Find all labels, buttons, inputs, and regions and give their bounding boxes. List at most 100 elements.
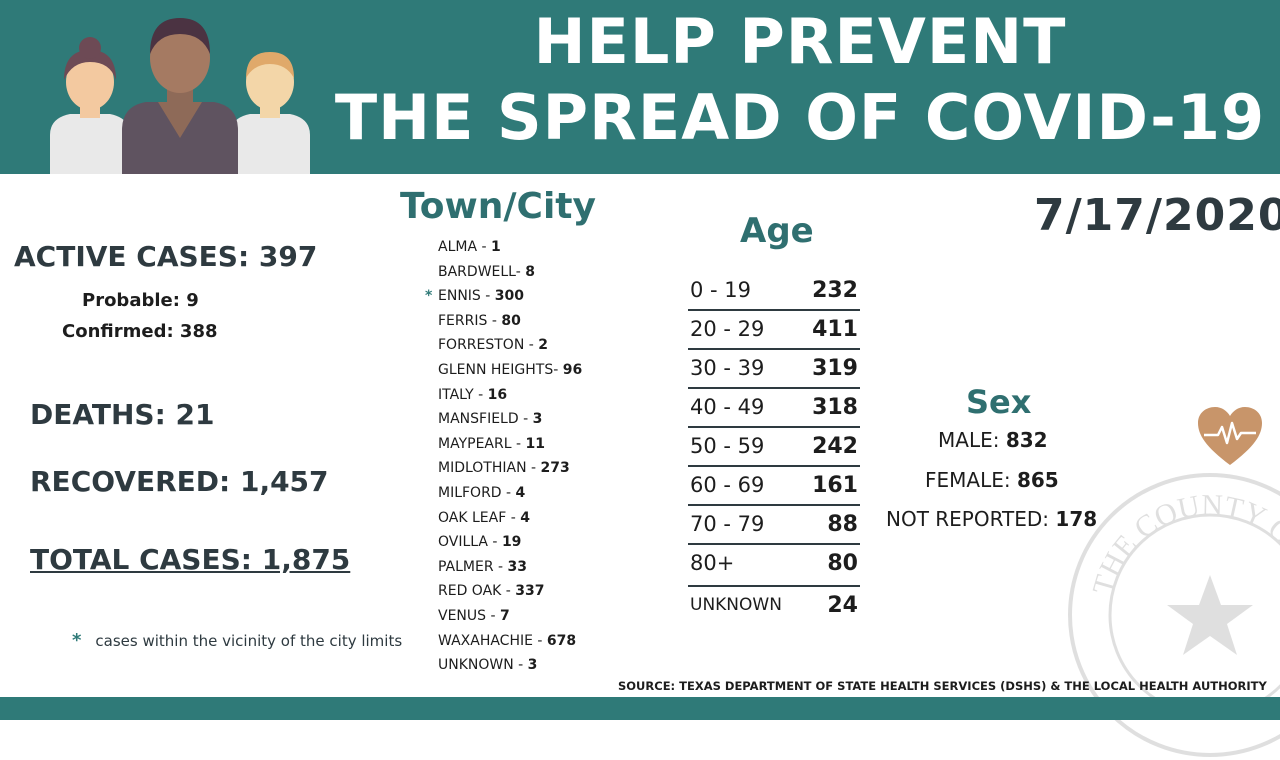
town-name: OAK LEAF - [438, 509, 521, 526]
town-list-item: MANSFIELD - 3 [438, 407, 582, 432]
town-name: OVILLA - [438, 534, 502, 551]
sex-male: MALE: 832 [938, 428, 1048, 452]
confirmed-cases: Confirmed: 388 [62, 321, 218, 342]
svg-text:THE COUNTY OF: THE COUNTY OF [1086, 489, 1280, 598]
town-count: 33 [507, 558, 528, 575]
town-list-item: MILFORD - 4 [438, 481, 582, 506]
town-count: 300 [494, 288, 524, 305]
town-list: ALMA - 1 BARDWELL- 8 * ENNIS - 300 FERRIS - … [425, 235, 582, 678]
age-count: 319 [812, 356, 858, 381]
age-range: 50 - 59 [690, 434, 765, 458]
town-list-item: ALMA - 1 [438, 235, 582, 260]
source-citation: SOURCE: TEXAS DEPARTMENT OF STATE HEALTH… [618, 679, 1267, 693]
town-list-item: PALMER - 33 [438, 555, 582, 580]
age-row: 50 - 59 242 [688, 428, 860, 467]
footnote-text: cases within the vicinity of the city li… [95, 632, 403, 650]
deaths-count: DEATHS: 21 [30, 398, 215, 431]
sex-female-count: 865 [1016, 468, 1059, 492]
town-count: 19 [501, 534, 522, 551]
town-count: 80 [501, 312, 521, 329]
age-range: 60 - 69 [690, 473, 765, 497]
town-list-item: OAK LEAF - 4 [438, 506, 582, 531]
age-count: 161 [812, 473, 858, 498]
town-count: 3 [532, 411, 543, 428]
town-name: MILFORD - [438, 484, 516, 501]
recovered-count: RECOVERED: 1,457 [30, 465, 329, 498]
headline: HELP PREVENT THE SPREAD OF COVID-19 [330, 6, 1270, 158]
age-range: 70 - 79 [690, 512, 765, 536]
age-range: 80+ [690, 551, 735, 575]
town-name: RED OAK - [438, 583, 516, 600]
town-count: 4 [520, 509, 530, 526]
town-count: 8 [525, 263, 535, 280]
town-count: 11 [525, 435, 545, 452]
sex-female-label: FEMALE: [925, 468, 1017, 492]
town-list-item: GLENN HEIGHTS- 96 [438, 358, 582, 383]
active-cases: ACTIVE CASES: 397 [14, 240, 318, 273]
age-row: UNKNOWN 24 [688, 587, 860, 624]
county-seal-icon: THE COUNTY OF [1068, 473, 1280, 757]
town-list-item: * ENNIS - 300 [425, 284, 582, 309]
age-count: 80 [827, 551, 858, 576]
age-range: 40 - 49 [690, 395, 765, 419]
town-list-item: MAYPEARL - 11 [438, 432, 582, 457]
town-count: 7 [499, 607, 510, 624]
sex-not-reported: NOT REPORTED: 178 [886, 507, 1097, 531]
age-range: UNKNOWN [690, 595, 782, 615]
age-count: 242 [812, 434, 858, 459]
town-list-item: RED OAK - 337 [438, 579, 582, 604]
probable-cases: Probable: 9 [82, 290, 199, 311]
sex-male-label: MALE: [938, 428, 1006, 452]
town-list-item: VENUS - 7 [438, 604, 582, 629]
age-row: 30 - 39 319 [688, 350, 860, 389]
asterisk-icon: * [425, 288, 433, 305]
asterisk-icon: * [72, 630, 82, 651]
age-range: 0 - 19 [690, 278, 752, 302]
age-row: 0 - 19 232 [688, 272, 860, 311]
age-heading: Age [740, 211, 814, 251]
town-list-item: FERRIS - 80 [438, 309, 582, 334]
town-count: 96 [562, 361, 583, 378]
town-name: PALMER - [438, 558, 508, 575]
town-name: WAXAHACHIE - [438, 632, 547, 649]
town-count: 273 [540, 460, 570, 477]
age-count: 88 [827, 512, 858, 537]
town-count: 1 [491, 239, 501, 255]
age-range: 20 - 29 [690, 317, 765, 341]
sex-female: FEMALE: 865 [925, 468, 1059, 492]
town-count: 2 [538, 337, 549, 354]
sex-heading: Sex [966, 383, 1032, 421]
age-row: 60 - 69 161 [688, 467, 860, 506]
footer-bar [0, 697, 1280, 720]
sex-not-reported-label: NOT REPORTED: [886, 507, 1056, 531]
town-list-item: MIDLOTHIAN - 273 [438, 456, 582, 481]
town-list-item: UNKNOWN - 3 [438, 653, 582, 678]
town-list-item: FORRESTON - 2 [438, 333, 582, 358]
town-name: ENNIS - [438, 288, 495, 305]
age-count: 24 [827, 593, 858, 618]
town-count: 4 [515, 484, 526, 501]
town-name: UNKNOWN - [438, 657, 528, 674]
town-count: 16 [487, 386, 508, 403]
town-list-item: OVILLA - 19 [438, 530, 582, 555]
age-count: 411 [812, 317, 858, 342]
age-row: 20 - 29 411 [688, 311, 860, 350]
heartbeat-icon [1198, 407, 1262, 465]
age-count: 232 [812, 278, 858, 303]
age-range: 30 - 39 [690, 356, 765, 380]
town-count: 337 [515, 583, 545, 600]
town-name: BARDWELL- [438, 263, 526, 280]
town-city-heading: Town/City [400, 186, 596, 227]
town-name: GLENN HEIGHTS- [438, 361, 563, 378]
age-row: 80+ 80 [688, 545, 860, 587]
headline-line-1: HELP PREVENT [533, 5, 1067, 78]
total-cases: TOTAL CASES: 1,875 [30, 543, 351, 576]
town-count: 678 [546, 632, 577, 649]
town-list-item: WAXAHACHIE - 678 [438, 629, 582, 654]
town-name: MIDLOTHIAN - [438, 460, 541, 477]
town-name: FERRIS - [438, 312, 502, 329]
town-name: FORRESTON - [438, 337, 539, 354]
headline-line-2: THE SPREAD OF COVID-19 [334, 81, 1266, 154]
age-row: 70 - 79 88 [688, 506, 860, 545]
town-name: ALMA - [438, 239, 491, 255]
